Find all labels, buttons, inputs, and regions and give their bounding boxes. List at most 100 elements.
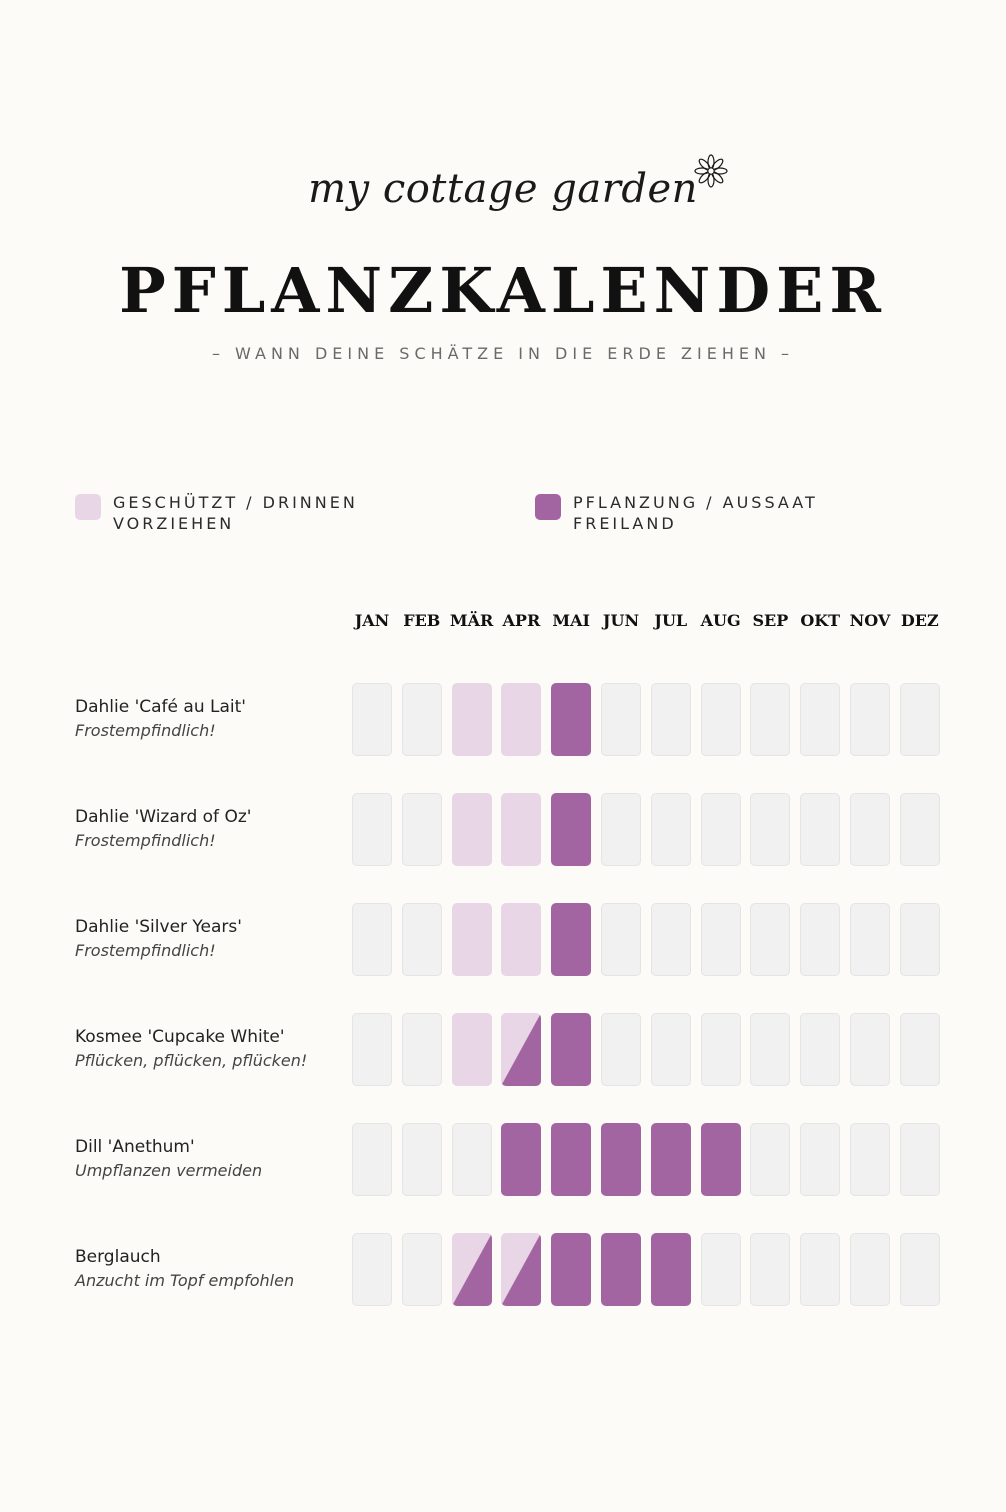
calendar-cell-empty [899, 903, 940, 976]
page-title: PFLANZKALENDER [119, 254, 887, 327]
calendar-cell-empty [601, 1013, 641, 1086]
calendar-cell-empty [750, 1233, 791, 1306]
legend-item-indoor: GESCHÜTZT / DRINNEN VORZIEHEN [75, 492, 358, 534]
calendar-cell-empty [601, 793, 641, 866]
calendar-cell-empty [401, 903, 442, 976]
plant-name: Dahlie 'Café au Lait' [75, 697, 246, 717]
calendar-cell-empty [700, 1233, 741, 1306]
calendar-cell-empty [352, 683, 392, 756]
calendar-cell-outdoor [551, 1013, 592, 1086]
calendar-cell-empty [850, 1233, 890, 1306]
calendar-cell-outdoor [551, 1233, 592, 1306]
calendar-cell-empty [850, 793, 890, 866]
calendar-cell-indoor [501, 683, 542, 756]
calendar-cell-empty [850, 903, 890, 976]
legend-swatch-indoor [75, 494, 101, 520]
calendar-cell-outdoor [551, 683, 592, 756]
calendar-cell-empty [401, 793, 442, 866]
calendar-cell-indoor [451, 903, 492, 976]
month-label-1: FEB [403, 611, 441, 630]
calendar-cell-indoor [451, 1013, 492, 1086]
calendar-cell-empty [800, 903, 841, 976]
calendar-cell-empty [700, 903, 741, 976]
legend-label-outdoor: PFLANZUNG / AUSSAAT FREILAND [573, 493, 818, 533]
calendar-cell-empty [401, 1233, 442, 1306]
month-label-3: APR [502, 611, 541, 630]
plant-note: Umpflanzen vermeiden [75, 1161, 263, 1180]
month-label-7: AUG [700, 611, 741, 630]
calendar-cell-split [451, 1233, 492, 1306]
legend-item-outdoor: PFLANZUNG / AUSSAAT FREILAND [535, 492, 818, 534]
calendar-cell-empty [800, 1123, 841, 1196]
calendar-cell-empty [401, 1013, 442, 1086]
calendar-cell-empty [899, 683, 940, 756]
calendar-cell-empty [750, 1013, 791, 1086]
plant-note: Frostempfindlich! [75, 721, 216, 740]
calendar-cell-empty [650, 903, 691, 976]
calendar-cell-empty [750, 1123, 791, 1196]
month-label-8: SEP [752, 611, 789, 630]
calendar-cell-empty [352, 1013, 392, 1086]
calendar-cell-empty [451, 1123, 492, 1196]
calendar-cell-empty [352, 1123, 392, 1196]
calendar-cell-outdoor [650, 1123, 691, 1196]
month-label-6: JUL [654, 611, 688, 630]
legend-label-indoor: GESCHÜTZT / DRINNEN VORZIEHEN [113, 493, 358, 533]
calendar-cell-empty [899, 793, 940, 866]
calendar-cell-indoor [451, 683, 492, 756]
month-label-11: DEZ [900, 611, 939, 630]
calendar-cell-indoor [501, 903, 542, 976]
calendar-cell-indoor [451, 793, 492, 866]
calendar-cell-empty [700, 793, 741, 866]
calendar-cell-outdoor [551, 793, 592, 866]
calendar-cell-empty [899, 1233, 940, 1306]
calendar-cell-empty [401, 1123, 442, 1196]
month-label-0: JAN [354, 611, 390, 630]
calendar-cell-outdoor [601, 1233, 641, 1306]
month-label-9: OKT [800, 611, 841, 630]
plant-note: Frostempfindlich! [75, 941, 216, 960]
calendar-cell-empty [899, 1013, 940, 1086]
calendar-cell-empty [650, 793, 691, 866]
plant-note: Pflücken, pflücken, pflücken! [75, 1051, 308, 1070]
calendar-cell-empty [750, 793, 791, 866]
calendar-cell-empty [800, 1233, 841, 1306]
calendar-cell-empty [650, 1013, 691, 1086]
calendar-cell-empty [700, 1013, 741, 1086]
plant-name: Dahlie 'Silver Years' [75, 917, 242, 937]
calendar-cell-empty [899, 1123, 940, 1196]
plant-name: Dahlie 'Wizard of Oz' [75, 807, 252, 827]
flower-icon [694, 154, 728, 188]
legend-swatch-outdoor [535, 494, 561, 520]
page-subtitle: – WANN DEINE SCHÄTZE IN DIE ERDE ZIEHEN … [211, 344, 795, 363]
calendar-cell-empty [601, 683, 641, 756]
calendar-cell-outdoor [501, 1123, 542, 1196]
calendar-cell-empty [700, 683, 741, 756]
plant-name: Berglauch [75, 1247, 161, 1267]
calendar-cell-split [501, 1013, 542, 1086]
calendar-cell-empty [352, 903, 392, 976]
plant-note: Anzucht im Topf empfohlen [75, 1271, 295, 1290]
logo-text: my cottage garden [308, 166, 698, 212]
calendar-cell-outdoor [700, 1123, 741, 1196]
calendar-cell-outdoor [601, 1123, 641, 1196]
calendar-cell-empty [850, 1013, 890, 1086]
calendar-cell-outdoor [551, 1123, 592, 1196]
calendar-cell-empty [401, 683, 442, 756]
plant-name: Dill 'Anethum' [75, 1137, 195, 1157]
calendar-cell-empty [352, 793, 392, 866]
calendar-cell-empty [800, 793, 841, 866]
calendar-cell-split [501, 1233, 542, 1306]
month-label-5: JUN [602, 611, 640, 630]
plant-name: Kosmee 'Cupcake White' [75, 1027, 285, 1047]
plant-note: Frostempfindlich! [75, 831, 216, 850]
calendar-cell-empty [601, 903, 641, 976]
month-label-2: MÄR [449, 611, 494, 630]
month-label-10: NOV [849, 611, 891, 630]
calendar-cell-indoor [501, 793, 542, 866]
calendar-cell-outdoor [551, 903, 592, 976]
brand-logo: my cottage garden [0, 154, 1006, 212]
calendar-cell-empty [352, 1233, 392, 1306]
calendar-cell-empty [850, 683, 890, 756]
calendar-cell-outdoor [650, 1233, 691, 1306]
